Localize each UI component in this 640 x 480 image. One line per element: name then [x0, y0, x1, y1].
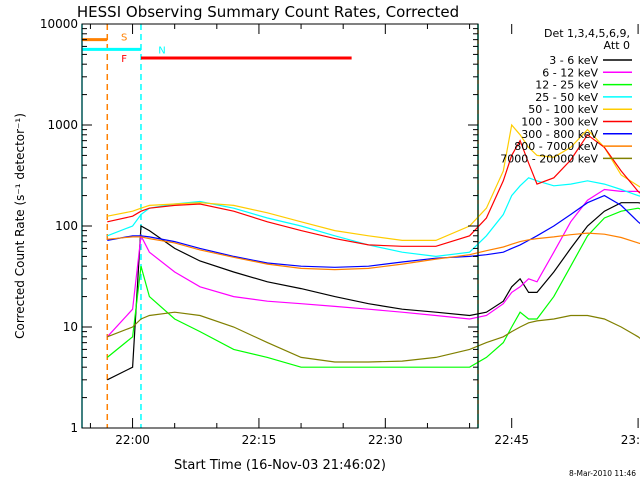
y-axis-label: Corrected Count Rate (s⁻¹ detector⁻¹) — [13, 113, 27, 339]
legend-entry-label: 7000 - 20000 keV — [500, 152, 598, 165]
flag-label-s: S — [121, 33, 127, 44]
x-tick-label: 22:15 — [242, 433, 277, 447]
footer-timestamp: 8-Mar-2010 11:46 — [569, 469, 636, 478]
series-line-7 — [107, 232, 640, 271]
series-line-1 — [106, 188, 640, 338]
legend-entry-label: 100 - 300 keV — [521, 116, 598, 129]
y-tick-label: 1000 — [47, 118, 78, 132]
y-tick-label: 10000 — [40, 17, 78, 31]
x-tick-label: 23:00 — [621, 433, 640, 447]
legend-header-line-2: Att 0 — [604, 39, 630, 52]
series-line-3 — [107, 177, 640, 258]
flag-label-f: F — [121, 54, 127, 65]
series-layer — [106, 123, 640, 381]
series-line-2 — [106, 207, 640, 368]
legend-header-line-1: Det 1,3,4,5,6,9, — [544, 27, 630, 40]
chart-title: HESSI Observing Summary Count Rates, Cor… — [77, 3, 459, 21]
legend-entry-label: 25 - 50 keV — [535, 91, 598, 104]
y-tick-label: 10 — [63, 320, 78, 334]
series-line-4 — [107, 123, 640, 241]
y-tick-label: 100 — [55, 219, 78, 233]
x-tick-label: 22:30 — [368, 433, 403, 447]
x-tick-label: 22:00 — [115, 433, 150, 447]
legend-entry-label: 6 - 12 keV — [542, 66, 598, 79]
legend-entry-label: 12 - 25 keV — [535, 79, 598, 92]
y-tick-label: 1 — [70, 421, 78, 435]
series-line-5 — [107, 133, 640, 247]
series-line-0 — [107, 202, 640, 381]
series-line-6 — [107, 194, 640, 268]
legend-entry-label: 50 - 100 keV — [528, 103, 598, 116]
legend-entry-label: 3 - 6 keV — [549, 54, 598, 67]
x-axis-label: Start Time (16-Nov-03 21:46:02) — [174, 458, 386, 473]
series-line-8 — [107, 311, 640, 363]
x-tick-label: 22:45 — [494, 433, 529, 447]
legend-entry-label: 300 - 800 keV — [521, 128, 598, 141]
flag-label-n: N — [158, 45, 165, 56]
y-axis: 1 10 100 1000 10000 — [40, 17, 478, 435]
legend-entry-label: 800 - 7000 keV — [514, 140, 598, 153]
